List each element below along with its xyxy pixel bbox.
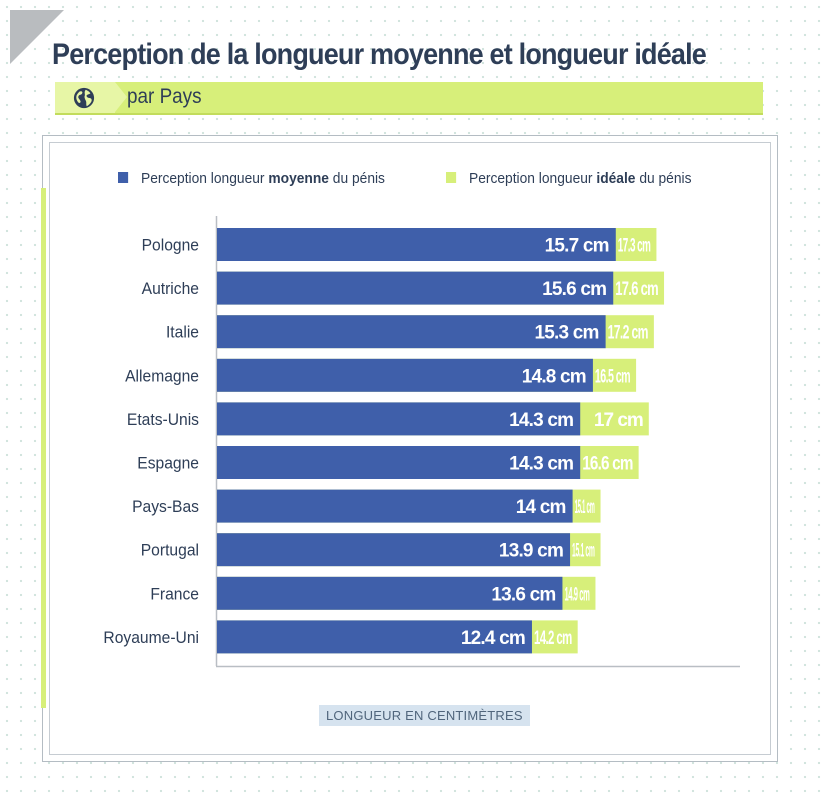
category-label-3: Allemagne bbox=[125, 367, 199, 386]
globe-badge bbox=[55, 82, 127, 113]
data-label-moyenne-1: 15.6 cm bbox=[542, 279, 606, 300]
page-title: Perception de la longueur moyenne et lon… bbox=[52, 38, 707, 71]
category-label-1: Autriche bbox=[142, 280, 199, 299]
legend-item-moyenne: Perception longueur moyenne du pénis bbox=[118, 170, 385, 187]
legend-label-moyenne-pre: Perception longueur bbox=[141, 170, 269, 187]
legend-swatch-ideale bbox=[446, 172, 457, 183]
data-label-moyenne-2: 15.3 cm bbox=[534, 323, 598, 344]
data-label-ideale-6: 15.1 cm bbox=[575, 497, 595, 518]
bar-moyenne-3 bbox=[217, 358, 593, 392]
accent-line bbox=[41, 188, 46, 708]
data-label-moyenne-8: 13.6 cm bbox=[491, 584, 555, 605]
data-label-ideale-9: 14.2 cm bbox=[534, 628, 572, 649]
data-label-moyenne-7: 13.9 cm bbox=[499, 541, 563, 562]
subtitle: par Pays bbox=[127, 85, 202, 108]
data-label-ideale-2: 17.2 cm bbox=[608, 323, 648, 344]
data-label-ideale-4: 17 cm bbox=[594, 410, 643, 431]
category-label-8: France bbox=[150, 585, 199, 604]
data-label-moyenne-9: 12.4 cm bbox=[461, 628, 525, 649]
category-label-7: Portugal bbox=[141, 541, 199, 560]
subtitle-bar: par Pays bbox=[55, 82, 763, 115]
legend-label-ideale-bold: idéale bbox=[596, 170, 636, 187]
corner-decoration bbox=[10, 10, 64, 64]
bar-moyenne-8 bbox=[217, 576, 563, 610]
x-axis-label: LONGUEUR EN CENTIMÈTRES bbox=[319, 705, 530, 726]
data-label-ideale-0: 17.3 cm bbox=[618, 236, 651, 257]
data-label-moyenne-4: 14.3 cm bbox=[509, 410, 573, 431]
legend-label-moyenne-bold: moyenne bbox=[268, 170, 329, 187]
bar-moyenne-9 bbox=[217, 620, 532, 654]
bar-moyenne-6 bbox=[217, 489, 573, 523]
bar-moyenne-7 bbox=[217, 533, 571, 567]
legend-item-ideale: Perception longueur idéale du pénis bbox=[446, 170, 692, 187]
data-label-ideale-3: 16.5 cm bbox=[595, 366, 630, 387]
category-label-5: Espagne bbox=[137, 454, 199, 473]
legend-label-ideale-post: du pénis bbox=[635, 170, 692, 187]
category-label-4: Etats-Unis bbox=[127, 410, 199, 429]
bar-moyenne-5 bbox=[217, 446, 581, 479]
data-label-ideale-8: 14.9 cm bbox=[564, 584, 589, 605]
chart-panel-inner bbox=[49, 142, 771, 755]
data-label-ideale-1: 17.6 cm bbox=[615, 279, 658, 300]
bar-moyenne-1 bbox=[217, 271, 614, 305]
data-label-ideale-7: 15.1 cm bbox=[572, 541, 595, 562]
legend-swatch-moyenne bbox=[118, 172, 129, 183]
bar-moyenne-0 bbox=[217, 228, 616, 261]
category-label-2: Italie bbox=[166, 323, 199, 342]
globe-icon bbox=[73, 87, 95, 109]
legend-label-moyenne-post: du pénis bbox=[328, 170, 385, 187]
data-label-moyenne-0: 15.7 cm bbox=[545, 236, 609, 257]
data-label-moyenne-3: 14.8 cm bbox=[522, 366, 586, 387]
data-label-moyenne-6: 14 cm bbox=[516, 497, 566, 518]
legend-label-ideale-pre: Perception longueur bbox=[469, 170, 597, 187]
data-label-moyenne-5: 14.3 cm bbox=[509, 454, 573, 475]
bar-moyenne-4 bbox=[217, 402, 581, 436]
bar-moyenne-2 bbox=[217, 315, 606, 349]
category-label-0: Pologne bbox=[142, 236, 199, 255]
category-label-9: Royaume-Uni bbox=[103, 628, 199, 647]
data-label-ideale-5: 16.6 cm bbox=[582, 454, 632, 475]
category-label-6: Pays-Bas bbox=[132, 498, 199, 517]
